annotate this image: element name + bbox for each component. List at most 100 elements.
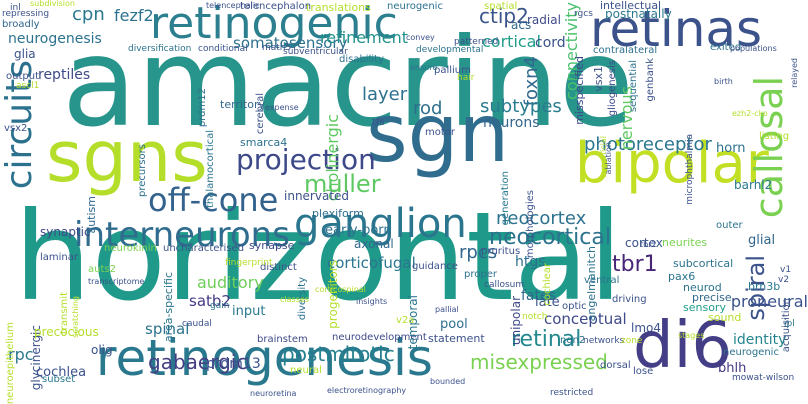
word-transcriptome: transcriptome — [88, 277, 145, 286]
word-tfs: tfs — [372, 117, 385, 128]
word-insights: insights — [356, 297, 388, 306]
word-telencephalon: telencephalon — [240, 1, 312, 12]
word-identity: identity — [733, 332, 787, 348]
word-projection: projection — [236, 143, 376, 176]
word-neural: neural — [290, 365, 322, 376]
word-ensure: ensure — [410, 63, 438, 72]
word-retinal: retinal — [511, 327, 582, 352]
word-precise: precise — [692, 291, 732, 304]
word-rpcs: rpcs — [459, 242, 498, 263]
word-relayed: relayed — [790, 58, 799, 88]
word-optic: optic — [562, 301, 587, 312]
word-area-specific: area-specific — [162, 272, 175, 343]
word-auts2: auts2 — [88, 264, 116, 275]
word-brainstem: brainstem — [257, 334, 308, 345]
word-output: output — [6, 71, 39, 82]
word-neocortex: neocortex — [496, 208, 587, 229]
word-electroretinography: electroretinography — [327, 386, 407, 395]
word-subventricular: subventricular — [283, 47, 348, 57]
word-axonal: axonal — [354, 237, 394, 251]
word-sgn: sgn — [366, 87, 510, 180]
word-cpn: cpn — [72, 4, 105, 25]
word-tbr2: tbr2 — [640, 240, 657, 249]
word-refinement: refinement — [320, 28, 408, 47]
word-laminar: laminar — [40, 252, 79, 263]
word-callosal: callosal — [747, 76, 791, 219]
word-morphologies: morphologies — [525, 190, 536, 259]
word-exited: exited — [710, 42, 742, 53]
word-developmental: developmental — [416, 45, 484, 55]
word-precocious: precocious — [34, 325, 99, 339]
word-v2a: v2a — [396, 315, 415, 326]
word-zone: zone — [621, 336, 643, 346]
word-lmo4: lmo4 — [631, 321, 661, 335]
word-hair: hair — [457, 73, 475, 83]
word-tbr1: tbr1 — [612, 252, 658, 277]
word-dorsal: dorsal — [600, 360, 631, 371]
word-gabaergic: gabaergic — [148, 350, 248, 374]
word-unipolar: unipolar — [509, 296, 523, 346]
word-v1: v1 — [780, 265, 792, 275]
word-off-cone: off-cone — [148, 181, 279, 219]
word-diversification: diversification — [128, 44, 192, 54]
word-barhl2: barhl2 — [734, 178, 773, 192]
word-cerebral: cerebral — [255, 93, 266, 135]
word-microphthalmia: microphthalmia — [685, 134, 695, 205]
word-bounded: bounded — [430, 377, 466, 386]
word-plexiform: plexiform — [312, 207, 364, 220]
word-subdivision: subdivision — [30, 0, 75, 8]
word-olig: olig — [91, 343, 113, 357]
word-misspecified: misspecified — [573, 56, 586, 125]
word-cochlear: cochlear — [542, 263, 553, 306]
word-ganglion: ganglion — [294, 201, 467, 247]
word-early-born: early-born — [325, 223, 392, 238]
word-motor: motor — [425, 127, 456, 138]
word-patterned: patterned — [454, 37, 499, 47]
word-acs: acs — [511, 18, 532, 32]
word-broadly: broadly — [2, 19, 40, 30]
word-photoreceptor: photoreceptor — [584, 134, 712, 155]
word-progenitors: progenitors — [326, 260, 340, 329]
word-thalamocortical: thalamocortical — [205, 130, 216, 208]
word-mowat-wilson: mowat-wilson — [732, 373, 795, 383]
word-spatial: spatial — [484, 1, 518, 12]
word-subtypes: subtypes — [480, 96, 562, 117]
word-distinct: distinct — [260, 262, 297, 273]
word-classes: classes — [280, 295, 309, 304]
word-pallial: pallial — [435, 305, 459, 314]
word-fingerprint: fingerprint — [225, 258, 273, 268]
word-rpc: rpc — [8, 345, 34, 364]
word-layer: layer — [362, 84, 408, 105]
word-neurodevelopment: neurodevelopment — [332, 332, 427, 343]
word-ezh2-cko: ezh2-cko — [732, 109, 768, 118]
word-smarca4: smarca4 — [240, 136, 288, 149]
word-innervated: innervated — [284, 189, 350, 203]
word-di6: di6 — [633, 309, 733, 383]
word-expense: expense — [265, 103, 299, 112]
word-sequential: sequential — [628, 60, 639, 113]
word-neurokinin: neurokinin — [104, 243, 157, 254]
word-misexpressed: misexpressed — [470, 350, 608, 374]
word-interneurons: interneurons — [74, 215, 290, 255]
word-cochlea: cochlea — [36, 365, 87, 380]
word-precursors: precursors — [137, 144, 148, 197]
word-disability: disability — [339, 54, 384, 65]
word-ngn2: ngn2 — [560, 335, 586, 346]
word-intellectual: intellectual — [600, 0, 662, 12]
word-cortical: cortical — [482, 32, 541, 51]
word-radial: radial — [527, 13, 561, 27]
word-neurogenesis: neurogenesis — [8, 31, 102, 47]
word-amacrine: amacrine — [62, 12, 634, 154]
word-sgns: sgns — [46, 116, 208, 198]
word-contralateral: contralateral — [593, 45, 658, 56]
word-neurogenic: neurogenic — [387, 1, 443, 12]
word-neurogenic: neurogenic — [723, 347, 779, 358]
word-generation: generation — [500, 171, 511, 226]
word-ipl: ipl — [784, 319, 795, 329]
word-proneural: proneural — [730, 292, 808, 311]
word-horizontal: horizontal — [14, 186, 623, 328]
word-bhlh: bhlh — [718, 361, 747, 376]
word-neuroepithelium: neuroepithelium — [5, 321, 16, 404]
word-ctip2: ctip2 — [479, 4, 529, 28]
word-genbank: genbank — [645, 58, 656, 102]
